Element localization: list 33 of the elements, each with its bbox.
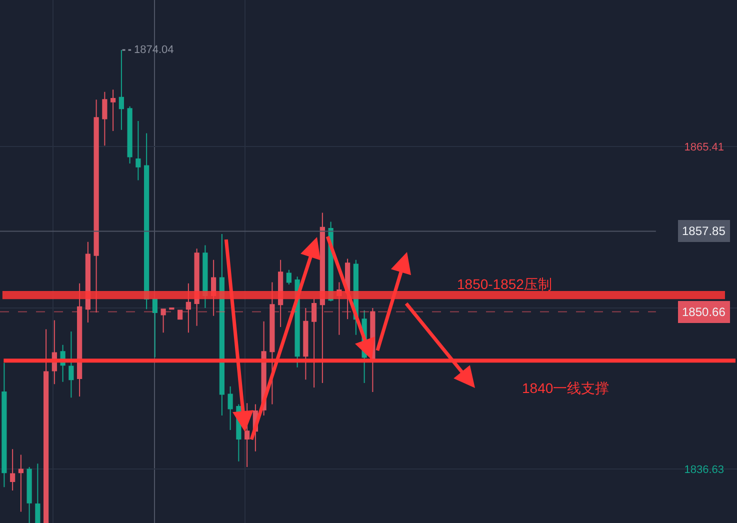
candlestick <box>152 298 158 358</box>
candlestick <box>244 402 250 468</box>
candlestick <box>118 49 124 130</box>
candlestick <box>18 454 24 512</box>
candlestick <box>178 310 183 320</box>
candlestick <box>44 328 49 523</box>
y-tick-label: 1836.63 <box>684 464 724 476</box>
candlestick <box>127 106 132 164</box>
candlestick <box>35 463 40 523</box>
candlestick <box>68 330 74 398</box>
candlestick <box>10 448 16 492</box>
candlestick <box>144 132 150 310</box>
annotation: 1850-1852压制 <box>457 276 552 292</box>
y-tick-label: 1865.41 <box>684 141 724 154</box>
candlestick <box>26 466 32 523</box>
candlestick <box>312 298 317 388</box>
candlestick <box>77 282 82 397</box>
candlestick <box>102 91 108 146</box>
candlestick <box>286 269 292 285</box>
candlestick <box>186 282 191 334</box>
ref-line-label: 1850.66 <box>682 305 726 319</box>
annotation: 1874.04 <box>134 44 174 56</box>
candlestick <box>270 282 275 405</box>
candlestick <box>219 234 224 416</box>
candlestick <box>136 120 141 181</box>
candlestick <box>2 362 7 488</box>
candlestick <box>303 307 308 380</box>
annotation: 1840一线支撑 <box>522 380 610 396</box>
candlestick <box>228 386 233 431</box>
candlestick <box>110 89 116 132</box>
candlestick <box>94 99 99 313</box>
ref-line-label: 1857.85 <box>682 224 726 238</box>
candlestick <box>160 308 166 334</box>
